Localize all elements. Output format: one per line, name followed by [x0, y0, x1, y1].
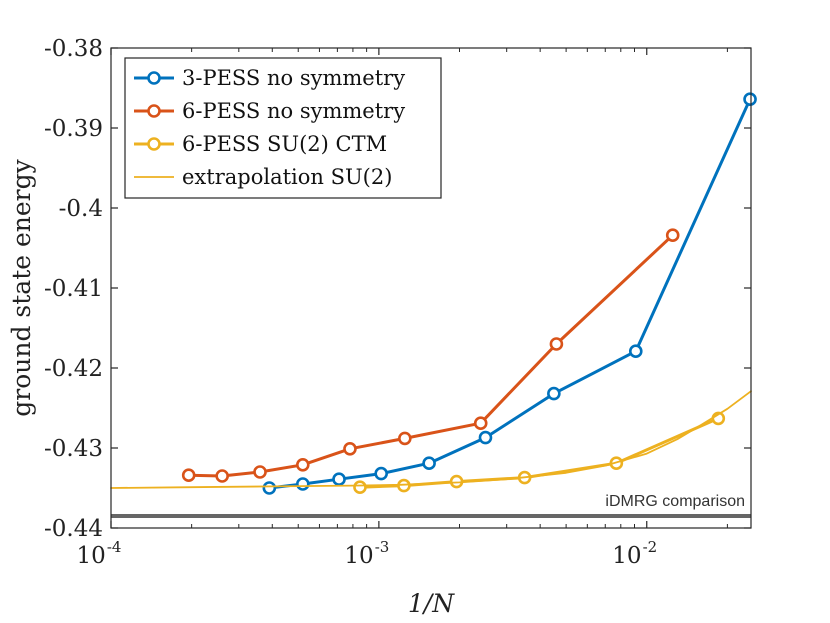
axis-ticks: -0.44 -0.43 -0.42 -0.41 -0.4 -0.39 -0.38 10-4 10… — [44, 36, 751, 569]
data-point — [422, 456, 436, 471]
data-point — [743, 92, 757, 106]
series-group — [110, 92, 757, 495]
data-point — [549, 337, 564, 351]
legend-entry-label: 6-PESS SU(2) CTM — [182, 132, 387, 156]
data-point — [628, 344, 643, 359]
x-tick-label: 10-4 — [77, 538, 122, 569]
data-point — [296, 457, 310, 472]
data-point — [262, 481, 277, 495]
y-tick-label: -0.4 — [59, 196, 103, 222]
x-tick-exponent: -4 — [107, 538, 122, 556]
legend-entry-label: 6-PESS no symmetry — [182, 99, 405, 123]
series-line-3 — [110, 390, 752, 489]
y-tick-label: -0.44 — [44, 516, 103, 542]
data-point — [343, 441, 357, 456]
data-point — [547, 386, 561, 401]
x-tick-label: 10-3 — [344, 538, 389, 569]
x-tick-label: 10-2 — [612, 538, 657, 569]
legend-swatch-marker — [147, 71, 161, 85]
legend-box — [124, 57, 442, 199]
data-point — [215, 469, 229, 483]
data-point — [665, 228, 680, 242]
series-1 — [181, 228, 680, 483]
x-tick-exponent: -3 — [375, 538, 390, 556]
y-tick-label: -0.38 — [44, 36, 103, 62]
legend: 3-PESS no symmetry 6-PESS no symmetry 6-PE… — [124, 57, 442, 199]
data-point — [473, 416, 488, 431]
reference-line-label: iDMRG comparison — [605, 493, 745, 510]
legend-swatch-marker — [147, 137, 161, 151]
data-point — [332, 472, 346, 487]
reference-line-group: iDMRG comparison — [111, 493, 751, 518]
x-tick-exponent: -2 — [643, 538, 658, 556]
y-tick-label: -0.39 — [44, 116, 103, 142]
x-axis-label: 1/N — [408, 589, 455, 618]
data-point — [296, 477, 310, 491]
data-point — [398, 431, 412, 446]
data-point — [478, 430, 493, 445]
legend-swatch-marker — [147, 104, 161, 118]
data-point — [353, 480, 367, 495]
y-tick-label: -0.43 — [44, 436, 103, 462]
series-3 — [110, 390, 752, 489]
y-tick-label: -0.41 — [44, 276, 103, 302]
legend-entry-label: extrapolation SU(2) — [182, 165, 392, 189]
legend-entry-label: 3-PESS no symmetry — [182, 66, 405, 90]
data-point — [181, 468, 196, 483]
data-point — [253, 465, 267, 479]
y-tick-label: -0.42 — [44, 356, 103, 382]
y-axis-label: ground state energy — [7, 158, 36, 416]
data-point — [374, 466, 388, 481]
